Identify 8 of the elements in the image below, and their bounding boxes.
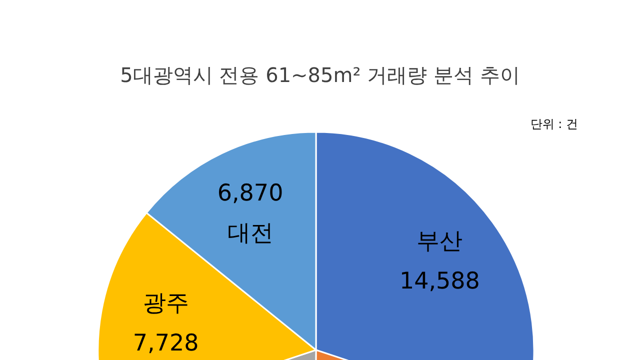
data-label: 14,588 <box>399 268 480 295</box>
chart-title: 5대광역시 전용 61~85m² 거래량 분석 추이 <box>120 63 520 87</box>
slice-label: 부산 <box>416 228 463 255</box>
text: 단위 : 건 <box>530 117 578 131</box>
data-label: 7,728 <box>132 330 199 357</box>
data-label: 6,870 <box>217 180 284 206</box>
slice-label: 대전 <box>227 220 274 246</box>
slice-label: 광주 <box>142 290 189 317</box>
